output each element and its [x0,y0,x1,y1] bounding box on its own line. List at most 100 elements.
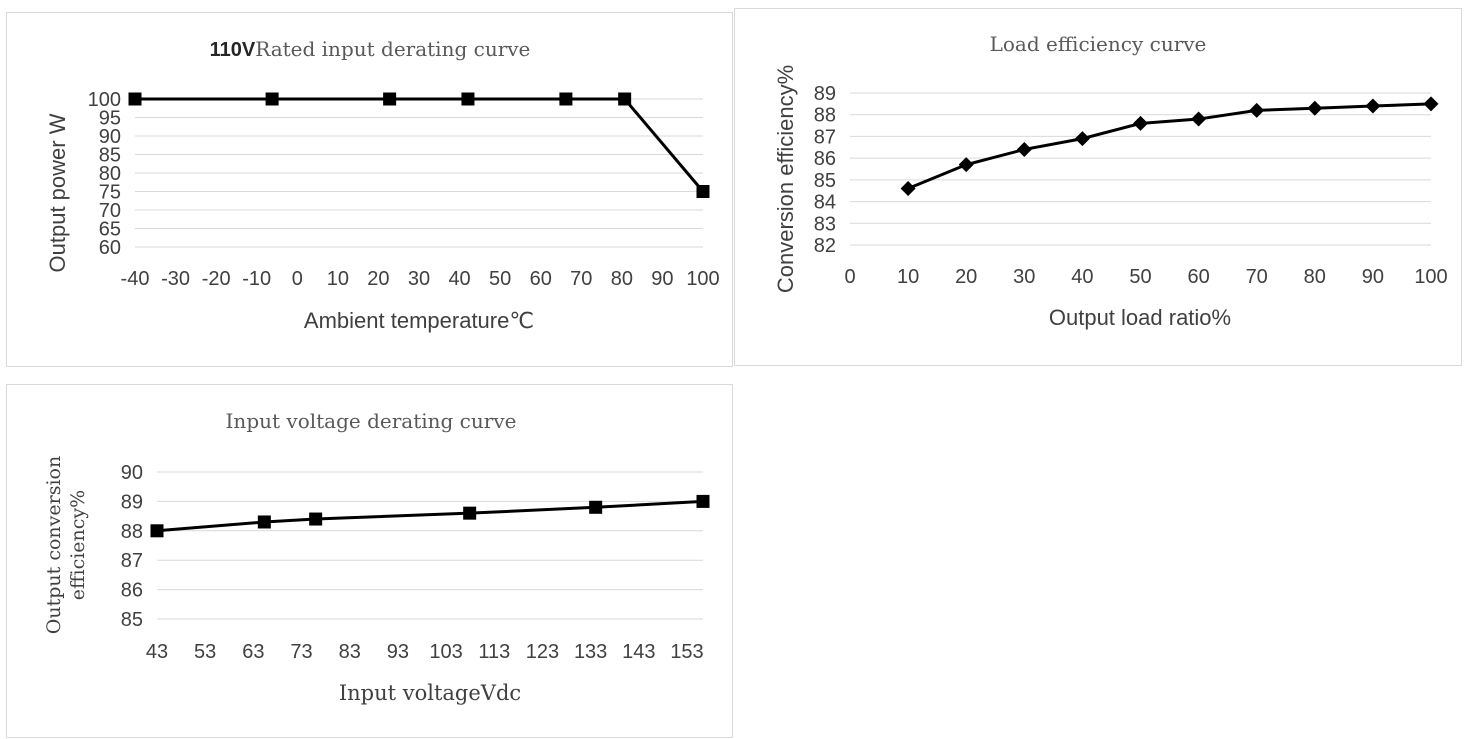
data-point [618,92,632,106]
x-tick-label: 53 [194,641,216,663]
x-tick-label: 100 [686,268,719,290]
x-tick-label: 83 [339,641,361,663]
data-point [309,512,323,526]
data-point [1249,102,1265,118]
data-point [383,92,397,106]
y-axis-label-line1: Output conversion [43,456,65,634]
data-point [1133,115,1148,131]
x-tick-label: 0 [292,268,303,290]
x-tick-label: 30 [1013,266,1035,288]
x-tick-label: 60 [1187,266,1209,288]
y-tick-label: 89 [121,491,143,513]
x-tick-label: 10 [327,268,349,290]
data-point [900,181,916,197]
data-point [589,500,603,514]
series-line [135,97,705,193]
x-tick-label: 153 [670,641,703,663]
chart-panel-input-voltage: Input voltage derating curve Output conv… [6,384,733,738]
y-tick-label: 88 [814,105,836,127]
data-point [1423,96,1439,112]
y-tick-label: 82 [814,235,836,257]
chart-title-prefix: 110V [210,39,256,61]
x-tick-label: 93 [387,641,409,663]
x-tick-label: 103 [429,641,462,663]
data-point [696,494,710,508]
x-tick-label: 73 [290,641,312,663]
series-line [907,102,1432,190]
x-tick-label: 40 [1071,266,1093,288]
chart-title: Input voltage derating curve [226,409,517,433]
x-tick-label: 50 [1129,266,1151,288]
x-tick-label: 113 [478,641,510,663]
data-point [1307,100,1323,116]
y-tick-label: 89 [814,83,836,105]
x-tick-label: 70 [1246,266,1268,288]
x-tick-label: 40 [448,268,470,290]
x-tick-label: 20 [367,268,389,290]
x-tick-label: 50 [489,268,511,290]
chart-title: 110VRated input derating curve [210,37,531,61]
y-tick-label: 90 [99,126,121,148]
x-tick-label: 43 [146,641,168,663]
data-point [265,92,279,106]
y-tick-label: 90 [121,462,143,484]
x-tick-label: 90 [651,268,673,290]
y-tick-label: 60 [99,237,121,259]
y-tick-label: 85 [121,609,143,631]
data-point [1365,98,1381,114]
x-tick-label: 80 [1304,266,1326,288]
x-tick-label: -40 [121,268,150,290]
y-tick-label: 85 [814,170,836,192]
data-point [461,92,475,106]
data-point [128,92,142,106]
data-point [1074,131,1090,147]
y-tick-label: 80 [99,163,121,185]
x-tick-label: -30 [161,268,190,290]
y-tick-label: 86 [814,148,836,170]
x-tick-label: 10 [897,266,919,288]
chart-input-voltage: Input voltage derating curve Output conv… [43,409,710,705]
y-tick-label: 65 [99,219,121,241]
x-tick-label: 80 [611,268,633,290]
y-axis-label: Output power W [45,113,70,272]
y-tick-label: 87 [814,126,836,148]
x-tick-label: 0 [844,266,855,288]
series-line [156,499,704,533]
x-tick-label: 20 [955,266,977,288]
data-point [257,515,271,529]
y-tick-label: 70 [99,200,121,222]
data-point [696,185,710,198]
y-tick-label: 86 [121,580,143,602]
x-tick-label: 60 [530,268,552,290]
data-point [150,524,164,538]
chart-title: Load efficiency curve [990,32,1207,56]
x-tick-label: 123 [526,641,559,663]
y-tick-label: 75 [99,182,121,204]
data-point [1191,111,1207,127]
data-point [559,92,573,106]
y-axis-label-line2: efficiency% [67,490,89,600]
chart-load-efficiency: Load efficiency curve Conversion efficie… [773,32,1448,330]
data-point [958,157,974,173]
x-axis-label: Ambient temperature℃ [304,308,534,333]
y-tick-label: 87 [121,550,143,572]
data-point [463,506,477,520]
y-tick-label: 100 [88,89,121,111]
x-tick-label: 90 [1362,266,1384,288]
data-point [1016,141,1032,157]
chart-derating-temperature: 110VRated input derating curve Output po… [45,37,720,333]
x-tick-label: 30 [408,268,430,290]
x-axis-label: Output load ratio% [1049,305,1231,330]
chart-panel-derating-temperature: 110VRated input derating curve Output po… [6,12,733,367]
x-tick-label: 63 [242,641,264,663]
y-tick-label: 83 [814,213,836,235]
y-tick-label: 95 [99,108,121,130]
x-tick-label: 133 [574,641,607,663]
x-tick-label: -10 [242,268,271,290]
x-tick-label: 70 [570,268,592,290]
chart-panel-load-efficiency: Load efficiency curve Conversion efficie… [734,8,1462,366]
y-tick-label: 84 [814,192,836,214]
y-tick-label: 88 [121,521,143,543]
